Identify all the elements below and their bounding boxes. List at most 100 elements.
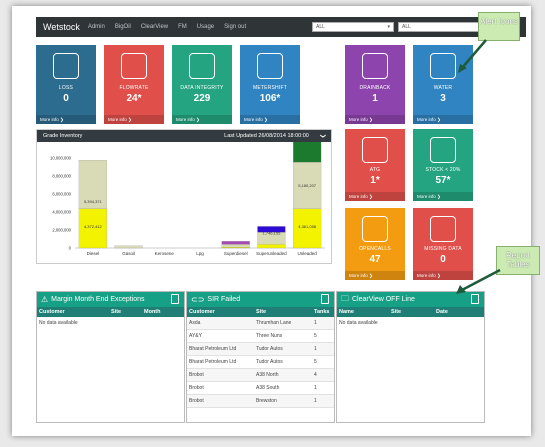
grade-inventory-title: Grade Inventory [43,133,83,139]
more-info-link[interactable]: More info ❯ [413,192,473,201]
margin-exceptions-title: Margin Month End Exceptions [51,296,145,303]
tile-flowrate[interactable]: FLOWRATE 24* More info ❯ [104,45,164,124]
export-document-icon[interactable] [321,294,329,304]
y-tick-label: 4,000,000 [52,210,71,215]
bar-segment [257,244,286,249]
tile-opencalls[interactable]: OPENCALLS 47 More info ❯ [345,208,405,280]
report-tables-callout-text: Report Tables [505,251,530,269]
nav-admin[interactable]: Admin [87,24,105,30]
tile-value: 0 [440,254,446,265]
line-chart-icon [189,53,215,79]
site-select-value: ALL [316,24,325,30]
no-data-message: No data available [39,320,78,326]
grade-inventory-header: Grade Inventory Last Updated 26/08/2014 … [37,130,331,142]
more-info-link[interactable]: More info ❯ [240,115,300,124]
cell-tanks: 4 [314,372,317,378]
tile-label: FLOWRATE [119,85,149,91]
export-document-icon[interactable] [171,294,179,304]
table-row[interactable]: Brobot A38 North 4 [187,369,334,382]
top-navbar: Wetstock Admin BigOil ClearView FM Usage… [36,17,526,37]
grade-inventory-chart: 0 2,000,000 4,000,000 6,000,000 8,000,000 10,… [50,122,325,256]
drop-icon [362,53,388,79]
col-customer[interactable]: Customer [189,309,215,315]
more-info-link[interactable]: More info ❯ [345,115,405,124]
cell-customer: Brobot [189,385,204,391]
more-info-link[interactable]: More info ❯ [172,115,232,124]
col-site[interactable]: Site [391,309,402,315]
more-info-link[interactable]: More info ❯ [413,271,473,280]
cell-customer: Brobot [189,372,204,378]
data-label: 5,394,371 [84,199,103,204]
table-row[interactable]: Brobot A38 South 1 [187,382,334,395]
col-tanks[interactable]: Tanks [314,309,330,315]
col-customer[interactable]: Customer [39,309,65,315]
table-row[interactable]: AY&Y Three Nuns 5 [187,330,334,343]
gauge-icon [121,53,147,79]
tile-atg[interactable]: ATG 1* More info ❯ [345,129,405,201]
col-name[interactable]: Name [339,309,354,315]
tile-missing-data[interactable]: MISSING DATA 0 More info ❯ [413,208,473,280]
nav-usage[interactable]: Usage [196,24,215,30]
more-info-link[interactable]: More info ❯ [345,192,405,201]
nav-clearview[interactable]: ClearView [140,24,169,30]
more-info-link[interactable]: More info ❯ [104,115,164,124]
more-info-link[interactable]: More info ❯ [345,271,405,280]
brand-logo[interactable]: Wetstock [43,22,80,32]
tile-loss[interactable]: LOSS 0 More info ❯ [36,45,96,124]
tile-label: LOSS [58,85,74,91]
tile-label: ATG [369,167,381,173]
cell-customer: AY&Y [189,333,202,339]
nav-sign-out[interactable]: Sign out [224,24,247,30]
col-site[interactable]: Site [256,309,267,315]
cell-site: Tudor Autos [256,346,283,352]
cell-site: Three Nuns [256,333,283,339]
cell-site: Tudor Autos [256,359,283,365]
nav-fm[interactable]: FM [178,24,187,30]
table-row[interactable]: Bharat Petroleum Ltd Tudor Autos 1 [187,343,334,356]
cell-tanks: 5 [314,333,317,339]
speedometer-icon [430,137,456,163]
cell-customer: Bharat Petroleum Ltd [189,346,237,352]
nav-bigoil[interactable]: BigOil [114,24,131,30]
tile-label: STOCK < 20% [425,167,461,173]
cell-customer: Brobot [189,398,204,404]
bar-chart-icon [53,53,79,79]
margin-exceptions-panel: ⚠ Margin Month End Exceptions Customer S… [36,291,185,423]
sir-failed-panel: ⊂⊃ SIR Failed Customer Site Tanks Asda Th… [186,291,335,423]
more-info-link[interactable]: More info ❯ [36,115,96,124]
cell-site: Brewston [256,398,277,404]
bar-segment [114,245,143,249]
cell-customer: Bharat Petroleum Ltd [189,359,237,365]
tile-stock[interactable]: STOCK < 20% 57* More info ❯ [413,129,473,201]
col-site[interactable]: Site [111,309,122,315]
bar-segment [293,162,322,209]
tile-drainback[interactable]: DRAINBACK 1 More info ❯ [345,45,405,124]
export-document-icon[interactable] [471,294,479,304]
tile-data-integrity[interactable]: DATA INTEGRITY 229 More info ❯ [172,45,232,124]
x-tick-label: Gasoil [122,251,135,256]
table-row[interactable]: Bharat Petroleum Ltd Tudor Autos 5 [187,356,334,369]
cell-customer: Asda [189,320,201,326]
col-month[interactable]: Month [144,309,161,315]
tile-metershift[interactable]: METERSHIFT 106* More info ❯ [240,45,300,124]
x-tick-label: Kerosene [155,251,175,256]
chevron-down-icon: ▾ [387,24,390,30]
tile-value: 1 [372,93,378,104]
collapse-chevron-icon[interactable]: ❯ [319,133,326,139]
table-row[interactable]: Brobot Brewston 1 [187,395,334,408]
y-tick-label: 10,000,000 [50,156,72,161]
tile-water[interactable]: WATER 3 More info ❯ [413,45,473,124]
bar-segment [257,226,286,233]
x-tick-label: Superdiesel [224,251,248,256]
product-select[interactable]: ALL [398,22,486,32]
data-label: 4,372,412 [84,224,103,229]
cell-tanks: 1 [314,346,317,352]
phone-icon [362,216,388,242]
meter-icon [257,53,283,79]
alert-icons-callout-text: Alert Icons [480,17,518,26]
site-select[interactable]: ALL ▾ [312,22,394,32]
table-row[interactable]: Asda Thrumhan Lane 1 [187,317,334,330]
col-date[interactable]: Date [436,309,448,315]
more-info-link[interactable]: More info ❯ [413,115,473,124]
rocket-icon [362,137,388,163]
